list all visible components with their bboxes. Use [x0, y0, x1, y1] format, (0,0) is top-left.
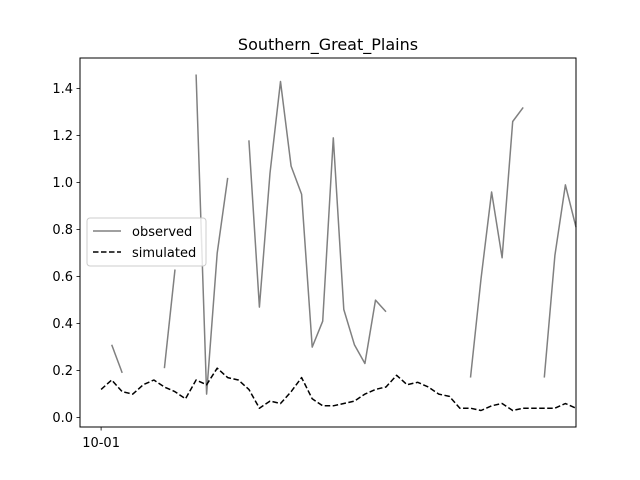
y-tick-label: 0.4: [52, 317, 73, 332]
legend: observed simulated: [86, 217, 207, 267]
legend-label-observed: observed: [132, 225, 192, 240]
legend-box: [86, 217, 207, 267]
series-line-observed-segment-5: [469, 106, 524, 378]
y-tick-label: 0.0: [52, 411, 73, 426]
x-tick-label: 10-01: [82, 436, 120, 451]
chart-title: Southern_Great_Plains: [238, 35, 418, 55]
series-line-simulated-segment-1: [100, 367, 577, 412]
y-tick-label: 0.2: [52, 364, 73, 379]
y-tick-label: 1.0: [52, 176, 73, 191]
series-line-observed-segment-6: [543, 184, 577, 378]
series-line-observed-segment-1: [110, 344, 123, 374]
y-tick-label: 0.6: [52, 270, 73, 285]
legend-label-simulated: simulated: [132, 246, 196, 261]
y-axis: 0.0 0.2 0.4 0.6 0.8 1.0 1.2 1.4: [52, 82, 80, 426]
y-tick-label: 1.2: [52, 129, 73, 144]
plot-frame: [79, 57, 577, 428]
series-line-observed-segment-2: [163, 269, 176, 369]
y-tick-label: 1.4: [52, 82, 73, 97]
x-axis: 10-01: [82, 427, 120, 451]
series-line-observed-segment-4: [248, 80, 387, 365]
y-tick-label: 0.8: [52, 223, 73, 238]
